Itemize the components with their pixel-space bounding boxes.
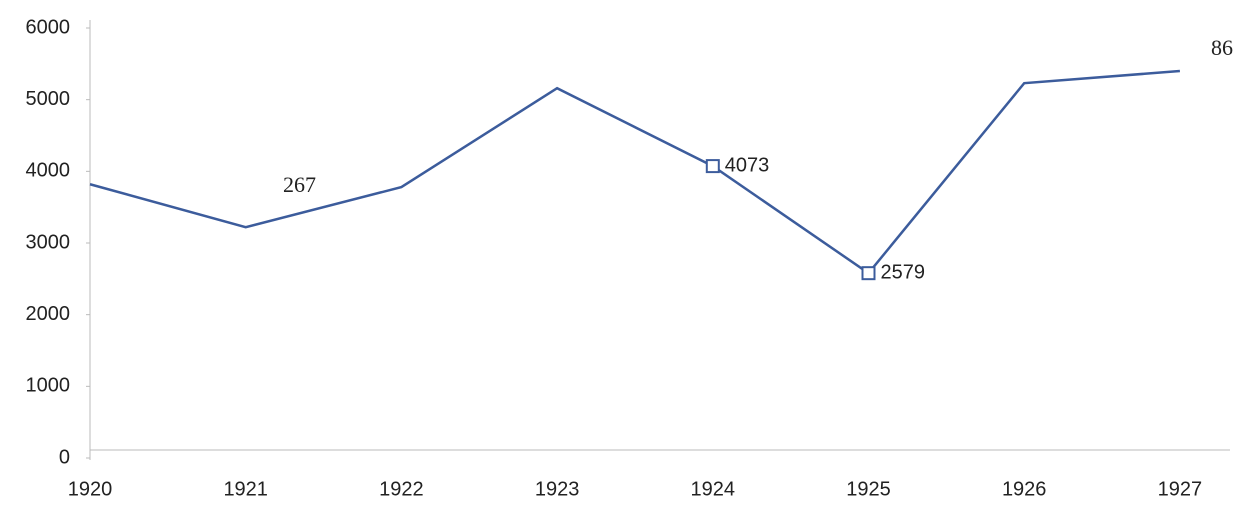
annotation: 267 — [283, 172, 316, 197]
x-tick-label: 1924 — [691, 478, 736, 500]
x-tick-label: 1923 — [535, 478, 580, 500]
x-tick-label: 1920 — [68, 478, 113, 500]
x-tick-label: 1921 — [223, 478, 268, 500]
y-tick-label: 3000 — [26, 231, 71, 253]
y-tick-label: 4000 — [26, 160, 71, 182]
x-tick-label: 1926 — [1002, 478, 1047, 500]
line — [89, 69, 1180, 275]
x-tick-label: 1922 — [379, 478, 424, 500]
marker — [861, 266, 876, 281]
y-tick-label: 0 — [59, 446, 70, 468]
marker — [705, 159, 720, 174]
data-label: 2579 — [881, 261, 926, 283]
annotation: 86 — [1211, 35, 1233, 60]
y-tick-label: 5000 — [26, 88, 71, 110]
data-label: 4073 — [725, 154, 770, 176]
x-tick-label: 1927 — [1158, 478, 1203, 500]
y-tick-label: 2000 — [26, 303, 71, 325]
y-tick-label: 6000 — [26, 16, 71, 38]
y-tick-label: 1000 — [26, 375, 71, 397]
x-tick-label: 1925 — [846, 478, 891, 500]
